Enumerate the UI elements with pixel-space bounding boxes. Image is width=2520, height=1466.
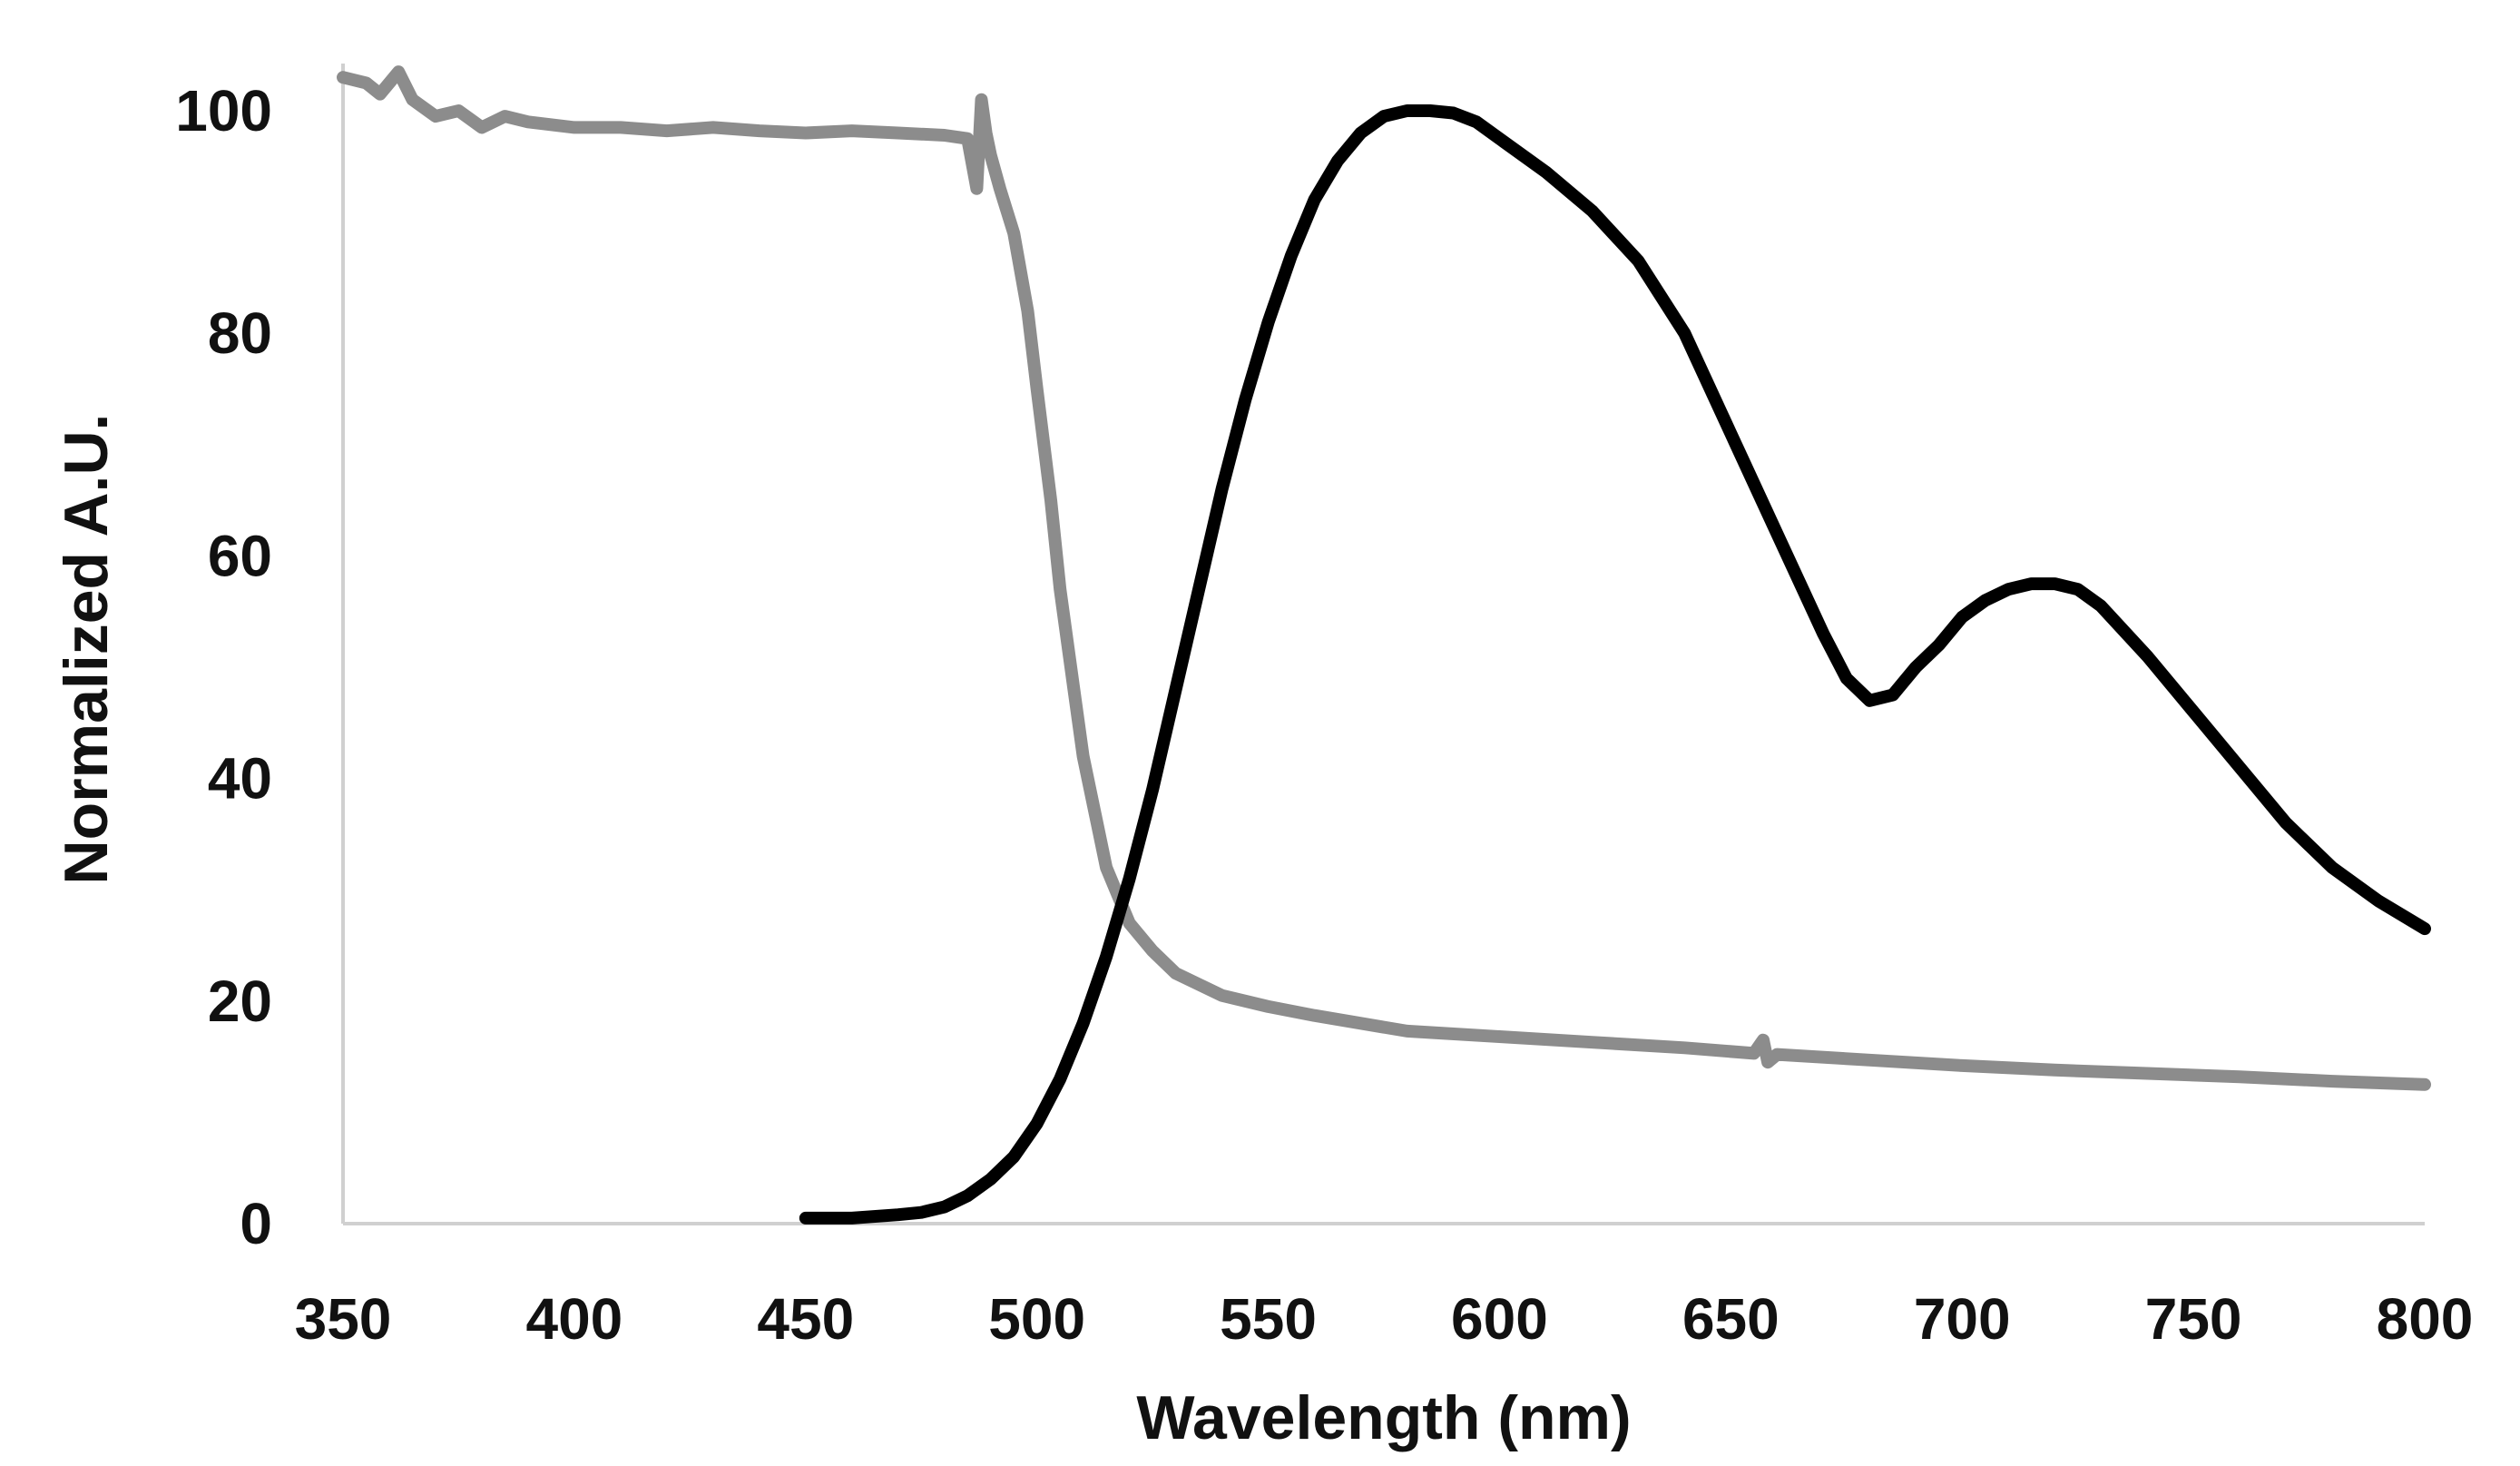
x-tick-label: 800: [2377, 1286, 2474, 1352]
series-layer: [337, 65, 2431, 1225]
x-tick-label: 600: [1451, 1286, 1548, 1352]
x-tick-label: 500: [988, 1286, 1085, 1352]
y-axis-title: Normalized A.U.: [52, 414, 121, 885]
x-axis-title: Wavelength (nm): [1136, 1383, 1631, 1452]
x-tick-label: 550: [1220, 1286, 1317, 1352]
y-tick-labels: 0 20 40 60 80 100: [175, 78, 272, 1256]
y-tick-label: 60: [208, 523, 272, 588]
series-line-emission: [799, 104, 2431, 1225]
y-tick-label: 100: [175, 78, 272, 143]
axes: [341, 64, 2425, 1225]
x-tick-label: 350: [295, 1286, 392, 1352]
x-tick-labels: 350 400 450 500 550 600 650 700 750 800: [295, 1286, 2474, 1352]
y-tick-label: 40: [208, 746, 272, 812]
x-tick-label: 650: [1682, 1286, 1780, 1352]
y-tick-label: 80: [208, 300, 272, 366]
series-line-absorption: [337, 65, 2431, 1091]
x-tick-label: 400: [525, 1286, 623, 1352]
y-tick-label: 20: [208, 969, 272, 1034]
x-tick-label: 450: [757, 1286, 854, 1352]
x-tick-label: 750: [2145, 1286, 2242, 1352]
x-tick-label: 700: [1914, 1286, 2011, 1352]
y-tick-label: 0: [240, 1191, 272, 1256]
